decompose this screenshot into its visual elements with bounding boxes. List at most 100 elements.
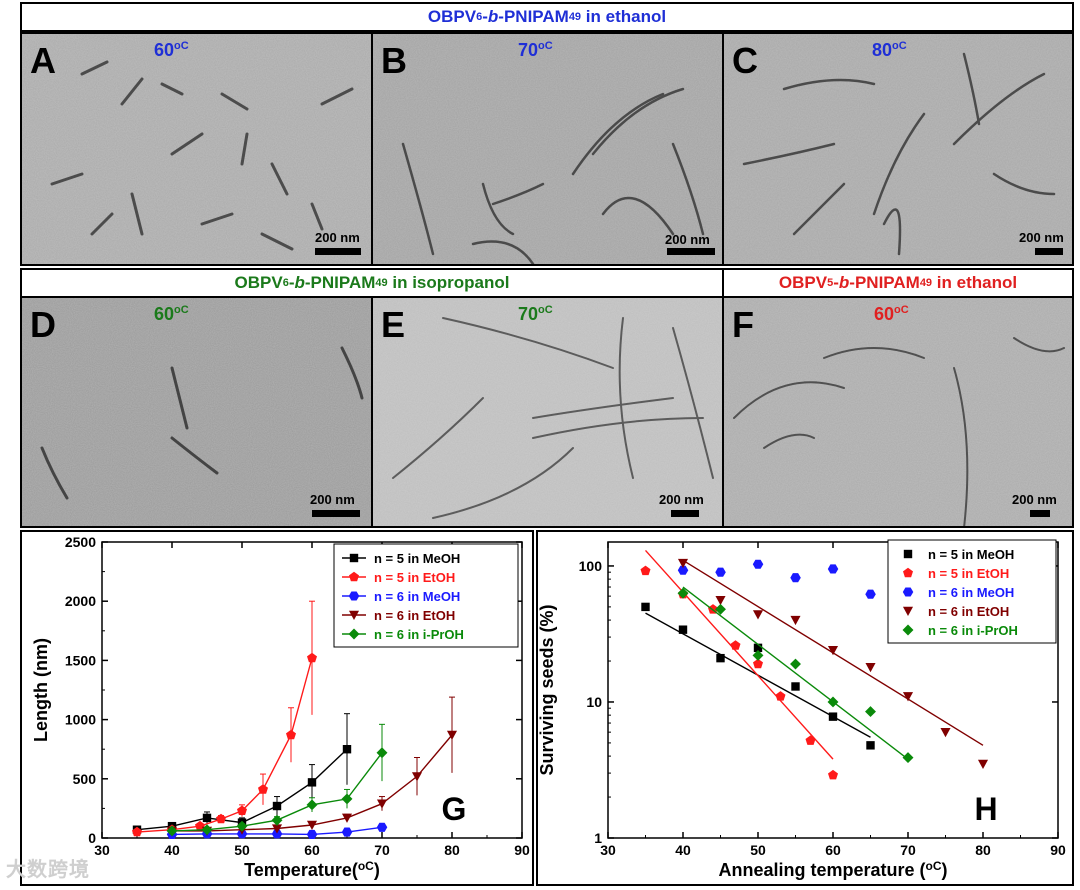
scalebar-label-f: 200 nm (1012, 492, 1057, 507)
surviving-seeds-chart: 30 40 50 60 70 80 90 1 10 100 Annealing temperatur… (537, 539, 1066, 880)
x-tick-label: 80 (444, 842, 460, 858)
scalebar-label-b: 200 nm (665, 232, 710, 247)
data-point (865, 663, 876, 673)
data-point (307, 778, 317, 787)
legend-marker (902, 587, 914, 597)
row1-title-rest: -PNIPAM (498, 7, 569, 26)
micrograph-panel-f: F 60oC 200 nm (722, 296, 1074, 528)
legend-label: n = 6 in EtOH (374, 608, 455, 623)
row1-title-tail: in ethanol (581, 7, 667, 26)
data-point (715, 567, 726, 577)
panel-letter-d: D (30, 304, 56, 345)
panel-temp-f-value: 60 (874, 304, 895, 324)
data-point (237, 805, 247, 815)
panel-temp-e-unit: oC (538, 304, 553, 316)
data-point (865, 589, 876, 599)
row2-right-title-m: 49 (919, 277, 933, 289)
x-tick-label: 50 (750, 842, 766, 858)
y-tick-label: 10 (586, 694, 602, 710)
data-point (865, 706, 876, 718)
legend-marker (903, 567, 913, 578)
row2-left-title-b: b (294, 273, 305, 292)
data-point (902, 692, 914, 702)
row2-left-title: OBPV 6- b -PNIPAM 49 in isopropanol (20, 268, 724, 298)
row2-right-title-rest: -PNIPAM (849, 273, 920, 292)
scalebar-d (312, 510, 360, 517)
data-point (790, 573, 801, 583)
panel-temp-b: 70oC (518, 40, 553, 61)
data-point (641, 602, 650, 612)
series-line (136, 657, 313, 833)
data-point (866, 741, 875, 750)
data-point (272, 801, 282, 811)
data-point (715, 603, 726, 615)
y-tick-label: 500 (73, 771, 97, 787)
x-tick-label: 70 (374, 842, 390, 858)
panel-temp-d: 60oC (154, 304, 189, 325)
x-axis-label-close: ) (942, 860, 948, 880)
x-tick-label: 30 (94, 842, 110, 858)
panel-letter-c: C (732, 40, 758, 81)
y-tick-label: 0 (88, 830, 96, 846)
panel-temp-f-unit: oC (894, 304, 909, 316)
x-tick-label: 30 (600, 842, 616, 858)
data-point (342, 745, 352, 754)
x-axis-label: Annealing temperature (oC) (718, 859, 947, 880)
data-point (202, 813, 212, 823)
panel-temp-b-value: 70 (518, 40, 539, 60)
panel-temp-f: 60oC (874, 304, 909, 325)
micrograph-image-b (373, 34, 722, 264)
y-tick-label: 1000 (65, 712, 96, 728)
scalebar-label-a: 200 nm (315, 230, 360, 245)
data-point (341, 813, 353, 823)
legend-label: n = 6 in EtOH (928, 604, 1009, 619)
row2-left-title-m: 49 (375, 277, 388, 289)
data-point (640, 565, 651, 576)
micrograph-image-a (22, 34, 371, 264)
row1-title-dash: - (482, 7, 488, 26)
length-vs-temperature-chart: 30 40 50 60 70 80 90 0 500 1000 1500 2000 2500 Temper… (31, 534, 530, 880)
x-tick-label: 90 (514, 842, 530, 858)
panel-letter: H (974, 791, 997, 827)
panel-letter-f: F (732, 304, 754, 345)
panel-temp-e: 70oC (518, 304, 553, 325)
scalebar-c (1035, 248, 1063, 255)
y-tick-label: 1 (594, 830, 602, 846)
data-point (271, 824, 283, 834)
x-axis-label-unit: oC (358, 859, 374, 873)
panel-temp-c: 80oC (872, 40, 907, 61)
y-axis-label: Length (nm) (31, 638, 51, 742)
x-tick-label: 70 (900, 842, 916, 858)
panel-letter-b: B (381, 40, 407, 81)
data-point (376, 822, 388, 832)
x-axis-label-close: ) (374, 860, 380, 880)
scalebar-label-d: 200 nm (310, 492, 355, 507)
legend: n = 5 in MeOH n = 5 in EtOH n = 6 in MeOH n… (887, 539, 1057, 644)
legend-marker (902, 624, 914, 636)
x-axis-label: Temperature(oC) (244, 859, 380, 880)
data-point (805, 735, 816, 745)
data-point (341, 793, 353, 805)
panel-temp-b-unit: oC (538, 40, 553, 52)
data-point (790, 615, 801, 626)
row1-title-prefix: OBPV (427, 7, 477, 26)
data-point (271, 814, 283, 826)
panel-temp-a-unit: oC (174, 40, 189, 52)
x-tick-label: 40 (675, 842, 691, 858)
panel-temp-d-value: 60 (154, 304, 175, 324)
data-point (752, 610, 764, 620)
y-tick-label: 100 (579, 558, 603, 574)
scalebar-label-e: 200 nm (659, 492, 704, 507)
micrograph-image-c (724, 34, 1072, 264)
y-tick-label: 1500 (65, 652, 96, 668)
micrograph-panel-b: B 70oC 200 nm (371, 32, 724, 266)
row2-right-title-tail: in ethanol (932, 273, 1018, 292)
micrograph-panel-a: A 60oC 200 nm (20, 32, 373, 266)
legend-label: n = 5 in EtOH (374, 570, 455, 585)
legend-label: n = 6 in i-PrOH (374, 627, 464, 642)
data-point (775, 691, 786, 701)
y-tick-label: 2500 (65, 534, 96, 550)
data-point (677, 558, 689, 569)
series-n-6-in-etoh (166, 696, 458, 836)
x-tick-label: 60 (825, 842, 841, 858)
